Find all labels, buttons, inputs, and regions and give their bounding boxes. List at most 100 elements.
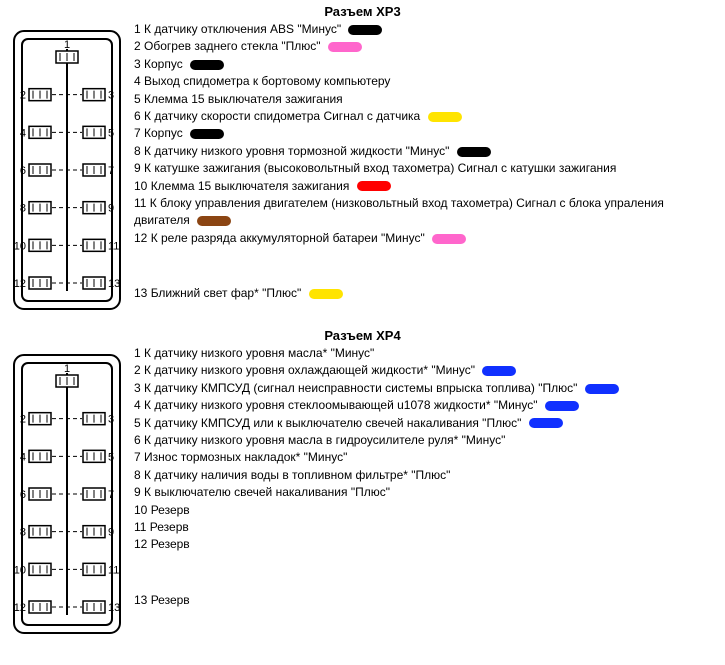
title-xp4: Разъем XP4 — [8, 328, 717, 343]
svg-text:13: 13 — [108, 278, 120, 290]
pin-row: 6 К датчику низкого уровня масла в гидро… — [134, 432, 717, 449]
title-xp3: Разъем XP3 — [8, 4, 717, 19]
pin-number: 2 — [134, 39, 144, 53]
wire-swatch — [190, 129, 224, 139]
wire-swatch — [432, 234, 466, 244]
pin-row: 7 Износ тормозных накладок* "Минус" — [134, 449, 717, 466]
pin-label: Корпус — [144, 126, 183, 140]
svg-text:5: 5 — [108, 451, 114, 463]
pin-number: 11 — [134, 520, 150, 534]
pin-number: 8 — [134, 468, 144, 482]
svg-text:5: 5 — [108, 127, 114, 139]
pin-number: 10 — [134, 503, 151, 517]
wire-swatch — [328, 42, 362, 52]
svg-text:4: 4 — [20, 127, 26, 139]
svg-text:6: 6 — [20, 165, 26, 177]
connector-xp4: 12345678910111213 — [8, 345, 128, 642]
pin-label: К датчику наличия воды в топливном фильт… — [144, 468, 450, 482]
pin-label: Износ тормозных накладок* "Минус" — [144, 450, 347, 464]
pin-number: 1 — [134, 22, 144, 36]
pin-number: 5 — [134, 92, 144, 106]
svg-text:10: 10 — [14, 564, 26, 576]
svg-text:6: 6 — [20, 489, 26, 501]
svg-text:2: 2 — [20, 90, 26, 102]
pin-row: 6 К датчику скорости спидометра Сигнал с… — [134, 108, 717, 125]
pin-label: Выход спидометра к бортовому компьютеру — [144, 74, 390, 88]
pin-number: 12 — [134, 231, 151, 245]
pin-row: 5 К датчику КМПСУД или к выключателю све… — [134, 415, 717, 432]
pin-number: 7 — [134, 450, 144, 464]
pin-number: 7 — [134, 126, 144, 140]
wire-swatch — [545, 401, 579, 411]
pin-label: К катушке зажигания (высоковольтный вход… — [144, 161, 616, 175]
pin-label: Ближний свет фар* "Плюс" — [151, 286, 302, 300]
svg-text:10: 10 — [14, 240, 26, 252]
pin-gap — [134, 247, 717, 285]
pinlist-xp3: 1 К датчику отключения ABS "Минус" 2 Обо… — [134, 21, 717, 302]
svg-text:9: 9 — [108, 203, 114, 215]
pin-label: К датчику низкого уровня масла в гидроус… — [144, 433, 505, 447]
pin-label: Резерв — [151, 537, 190, 551]
svg-text:8: 8 — [20, 527, 26, 539]
pin-number: 12 — [134, 537, 151, 551]
pin-row: 2 К датчику низкого уровня охлаждающей ж… — [134, 362, 717, 379]
svg-text:1: 1 — [64, 39, 70, 51]
pin-number: 6 — [134, 433, 144, 447]
svg-text:3: 3 — [108, 90, 114, 102]
svg-text:9: 9 — [108, 527, 114, 539]
pin-number: 13 — [134, 286, 151, 300]
section-xp4: Разъем XP4 12345678910111213 1 К датчику… — [8, 328, 717, 642]
pin-label: К датчику низкого уровня масла* "Минус" — [144, 346, 374, 360]
section-xp3: Разъем XP3 12345678910111213 1 К датчику… — [8, 4, 717, 318]
content-xp4: 12345678910111213 1 К датчику низкого ур… — [8, 345, 717, 642]
pin-row: 9 К выключателю свечей накаливания "Плюс… — [134, 484, 717, 501]
wire-swatch — [428, 112, 462, 122]
pin-row: 10 Клемма 15 выключателя зажигания — [134, 178, 717, 195]
pin-row: 8 К датчику наличия воды в топливном фил… — [134, 467, 717, 484]
pin-label: Резерв — [151, 593, 190, 607]
pin-number: 13 — [134, 593, 151, 607]
pin-number: 3 — [134, 381, 144, 395]
pin-row: 7 Корпус — [134, 125, 717, 142]
svg-text:2: 2 — [20, 414, 26, 426]
pin-label: К датчику скорости спидометра Сигнал с д… — [144, 109, 420, 123]
pinlist-xp4: 1 К датчику низкого уровня масла* "Минус… — [134, 345, 717, 609]
pin-number: 10 — [134, 179, 151, 193]
pin-label: К датчику низкого уровня тормозной жидко… — [144, 144, 449, 158]
pin-label: К реле разряда аккумуляторной батареи "М… — [151, 231, 425, 245]
wire-swatch — [348, 25, 382, 35]
pin-row: 8 К датчику низкого уровня тормозной жид… — [134, 143, 717, 160]
pin-row: 12 Резерв — [134, 536, 717, 553]
pin-label: Клемма 15 выключателя зажигания — [144, 92, 343, 106]
pin-row: 10 Резерв — [134, 502, 717, 519]
pin-row: 13 Ближний свет фар* "Плюс" — [134, 285, 717, 302]
pin-number: 2 — [134, 363, 144, 377]
pin-number: 1 — [134, 346, 144, 360]
wire-swatch — [197, 216, 231, 226]
pin-row: 3 К датчику КМПСУД (сигнал неисправности… — [134, 380, 717, 397]
content-xp3: 12345678910111213 1 К датчику отключения… — [8, 21, 717, 318]
pin-row: 3 Корпус — [134, 56, 717, 73]
pin-label: Обогрев заднего стекла "Плюс" — [144, 39, 321, 53]
wire-swatch — [357, 181, 391, 191]
svg-text:12: 12 — [14, 278, 26, 290]
pin-number: 6 — [134, 109, 144, 123]
pin-row: 1 К датчику отключения ABS "Минус" — [134, 21, 717, 38]
svg-text:11: 11 — [108, 240, 119, 252]
pin-number: 5 — [134, 416, 144, 430]
pin-number: 9 — [134, 161, 144, 175]
svg-text:11: 11 — [108, 564, 119, 576]
pin-row: 4 К датчику низкого уровня стеклоомывающ… — [134, 397, 717, 414]
pin-label: Резерв — [150, 520, 189, 534]
pin-label: К датчику низкого уровня стеклоомывающей… — [144, 398, 538, 412]
svg-text:4: 4 — [20, 451, 26, 463]
pin-row: 9 К катушке зажигания (высоковольтный вх… — [134, 160, 717, 177]
wire-swatch — [482, 366, 516, 376]
pin-row: 4 Выход спидометра к бортовому компьютер… — [134, 73, 717, 90]
svg-text:12: 12 — [14, 602, 26, 614]
pin-label: Клемма 15 выключателя зажигания — [151, 179, 350, 193]
pin-label: К датчику низкого уровня охлаждающей жид… — [144, 363, 475, 377]
pin-row: 11 К блоку управления двигателем (низков… — [134, 195, 717, 230]
pin-number: 4 — [134, 398, 144, 412]
pin-label: К датчику отключения ABS "Минус" — [144, 22, 341, 36]
